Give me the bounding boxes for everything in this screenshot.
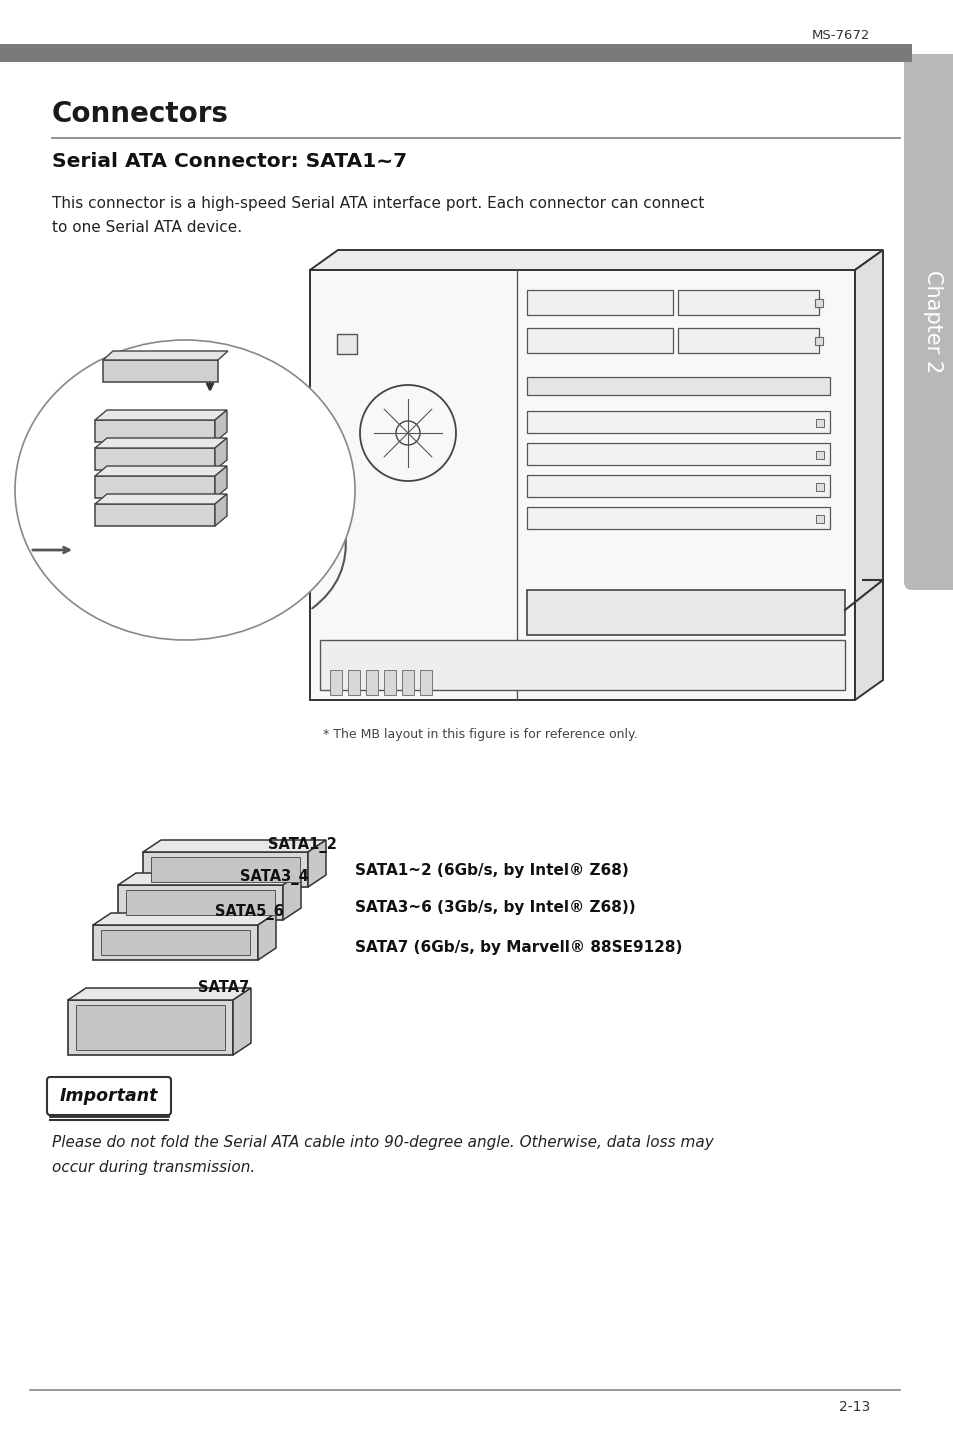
Polygon shape (308, 841, 326, 886)
Polygon shape (95, 465, 227, 475)
Bar (151, 856, 299, 882)
Bar (815, 516, 823, 523)
Bar (0, 44, 911, 62)
Bar (526, 291, 672, 315)
FancyBboxPatch shape (903, 54, 953, 590)
Bar (92, 925, 257, 959)
Bar (526, 442, 829, 465)
Text: SATA7 (6Gb/s, by Marvell® 88SE9128): SATA7 (6Gb/s, by Marvell® 88SE9128) (355, 939, 681, 955)
Bar (319, 640, 844, 690)
Bar (526, 475, 829, 497)
Text: SATA7: SATA7 (198, 979, 249, 995)
Bar (68, 1000, 233, 1055)
Bar (336, 334, 356, 354)
Polygon shape (118, 874, 301, 885)
Text: SATA3~6 (3Gb/s, by Intel® Z68)): SATA3~6 (3Gb/s, by Intel® Z68)) (355, 899, 635, 915)
Text: SATA5_6: SATA5_6 (214, 904, 284, 919)
Bar (95, 420, 214, 442)
Bar (814, 337, 822, 345)
Polygon shape (95, 410, 227, 420)
Bar (76, 1005, 225, 1050)
Polygon shape (214, 438, 227, 470)
Ellipse shape (15, 339, 355, 640)
Polygon shape (95, 438, 227, 448)
Bar (366, 670, 377, 695)
Polygon shape (214, 410, 227, 442)
Bar (126, 891, 274, 915)
Bar (815, 483, 823, 491)
Bar (401, 670, 414, 695)
Bar (118, 885, 283, 919)
Text: SATA1~2 (6Gb/s, by Intel® Z68): SATA1~2 (6Gb/s, by Intel® Z68) (355, 863, 628, 878)
Text: Chapter 2: Chapter 2 (923, 271, 942, 374)
Polygon shape (283, 874, 301, 919)
Bar (526, 411, 829, 432)
Text: * The MB layout in this figure is for reference only.: * The MB layout in this figure is for re… (322, 727, 637, 740)
Bar (384, 670, 395, 695)
Text: This connector is a high-speed Serial ATA interface port. Each connector can con: This connector is a high-speed Serial AT… (52, 196, 703, 211)
Text: Please do not fold the Serial ATA cable into 90-degree angle. Otherwise, data lo: Please do not fold the Serial ATA cable … (52, 1136, 713, 1150)
Bar (526, 328, 672, 354)
Bar (814, 299, 822, 306)
Polygon shape (214, 465, 227, 498)
Bar (101, 929, 250, 955)
Bar (95, 448, 214, 470)
Polygon shape (310, 251, 882, 271)
Text: Serial ATA Connector: SATA1~7: Serial ATA Connector: SATA1~7 (52, 152, 407, 170)
Text: SATA1_2: SATA1_2 (268, 836, 336, 853)
Polygon shape (214, 494, 227, 526)
Bar (526, 507, 829, 528)
Text: to one Serial ATA device.: to one Serial ATA device. (52, 221, 242, 235)
Bar (95, 475, 214, 498)
Bar (419, 670, 432, 695)
Bar (95, 504, 214, 526)
Bar (348, 670, 359, 695)
Text: SATA3_4: SATA3_4 (240, 869, 309, 885)
Polygon shape (233, 988, 251, 1055)
FancyBboxPatch shape (47, 1077, 171, 1116)
Bar (103, 359, 218, 382)
Bar (143, 852, 308, 886)
Polygon shape (95, 494, 227, 504)
Polygon shape (92, 914, 275, 925)
Bar (526, 590, 844, 634)
Polygon shape (103, 351, 228, 359)
Bar (678, 291, 818, 315)
Text: MS-7672: MS-7672 (811, 29, 869, 42)
Polygon shape (68, 988, 251, 1000)
Bar (526, 377, 829, 395)
Text: Important: Important (60, 1087, 158, 1106)
Polygon shape (257, 914, 275, 959)
Polygon shape (143, 841, 326, 852)
Text: occur during transmission.: occur during transmission. (52, 1160, 255, 1176)
Text: 2-13: 2-13 (838, 1400, 869, 1413)
Polygon shape (854, 251, 882, 700)
Bar (330, 670, 341, 695)
Bar (678, 328, 818, 354)
Bar (815, 420, 823, 427)
Bar (310, 271, 854, 700)
Bar (815, 451, 823, 460)
Text: Connectors: Connectors (52, 100, 229, 127)
